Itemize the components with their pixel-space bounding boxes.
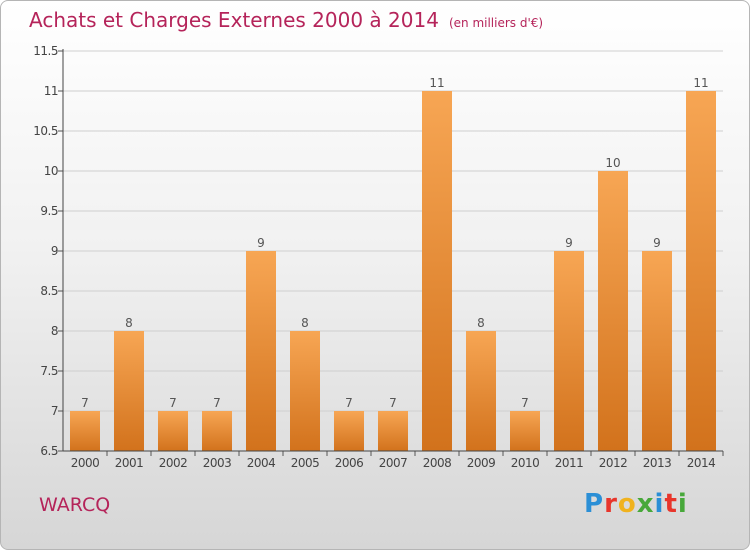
bar bbox=[114, 331, 144, 451]
x-tick-label: 2005 bbox=[291, 456, 320, 470]
bar bbox=[158, 411, 188, 451]
logo-letter: i bbox=[677, 489, 688, 519]
y-tick-label: 10.5 bbox=[33, 124, 58, 138]
logo-letter: o bbox=[617, 489, 637, 519]
bar bbox=[334, 411, 364, 451]
data-label: 8 bbox=[477, 316, 485, 330]
data-labels: 7 8 7 7 9 8 7 7 11 8 7 9 10 9 11 bbox=[81, 76, 708, 410]
data-label: 9 bbox=[653, 236, 661, 250]
y-tick-label: 11 bbox=[44, 84, 58, 98]
x-tick-label: 2000 bbox=[71, 456, 100, 470]
bar bbox=[598, 171, 628, 451]
x-tick-label: 2014 bbox=[687, 456, 716, 470]
data-label: 7 bbox=[81, 396, 89, 410]
x-tick-label: 2006 bbox=[335, 456, 364, 470]
data-label: 7 bbox=[169, 396, 177, 410]
bar bbox=[202, 411, 232, 451]
bar bbox=[686, 91, 716, 451]
chart-title: Achats et Charges Externes 2000 à 2014 (e… bbox=[29, 8, 543, 32]
y-tick-labels: 6.5 7 7.5 8 8.5 9 9.5 10 10.5 11 11.5 bbox=[33, 44, 58, 458]
data-label: 7 bbox=[345, 396, 353, 410]
bar bbox=[290, 331, 320, 451]
x-tick-label: 2003 bbox=[203, 456, 232, 470]
x-tick-label: 2001 bbox=[115, 456, 144, 470]
bar bbox=[70, 411, 100, 451]
bar bbox=[466, 331, 496, 451]
bar bbox=[246, 251, 276, 451]
data-label: 7 bbox=[389, 396, 397, 410]
x-tick-label: 2007 bbox=[379, 456, 408, 470]
y-tick-label: 9 bbox=[51, 244, 58, 258]
x-tick-label: 2012 bbox=[599, 456, 628, 470]
data-label: 8 bbox=[301, 316, 309, 330]
y-tick-label: 9.5 bbox=[40, 204, 58, 218]
y-tick-label: 11.5 bbox=[33, 44, 58, 58]
x-tick-label: 2013 bbox=[643, 456, 672, 470]
chart-subtitle: (en milliers d'€) bbox=[448, 16, 544, 30]
data-label: 10 bbox=[605, 156, 620, 170]
x-tick-label: 2002 bbox=[159, 456, 188, 470]
bars bbox=[70, 91, 716, 451]
x-tick-label: 2009 bbox=[467, 456, 496, 470]
logo-letter: x bbox=[636, 489, 655, 519]
x-tick-label: 2008 bbox=[423, 456, 452, 470]
data-label: 9 bbox=[257, 236, 265, 250]
y-tick-label: 6.5 bbox=[40, 444, 58, 458]
x-tick-label: 2011 bbox=[555, 456, 584, 470]
y-tick-label: 7.5 bbox=[40, 364, 58, 378]
data-label: 11 bbox=[693, 76, 708, 90]
logo-letter: P bbox=[584, 489, 605, 519]
title-text: Achats et Charges Externes 2000 à 2014 bbox=[29, 8, 439, 32]
data-label: 9 bbox=[565, 236, 573, 250]
logo-letter: t bbox=[664, 489, 678, 519]
data-label: 7 bbox=[521, 396, 529, 410]
axes bbox=[58, 49, 724, 456]
y-tick-label: 7 bbox=[51, 404, 58, 418]
logo-letter: i bbox=[654, 489, 665, 519]
bar bbox=[422, 91, 452, 451]
x-tick-labels: 2000 2001 2002 2003 2004 2005 2006 2007 2008 2009… bbox=[71, 456, 716, 470]
data-label: 7 bbox=[213, 396, 221, 410]
x-tick-label: 2010 bbox=[511, 456, 540, 470]
x-tick-label: 2004 bbox=[247, 456, 276, 470]
bar bbox=[642, 251, 672, 451]
place-name: WARCQ bbox=[39, 494, 111, 516]
data-label: 11 bbox=[429, 76, 444, 90]
proxiti-logo: Proxiti bbox=[584, 489, 688, 519]
bar bbox=[554, 251, 584, 451]
y-tick-label: 8.5 bbox=[40, 284, 58, 298]
y-tick-label: 8 bbox=[51, 324, 58, 338]
logo-letter: r bbox=[604, 489, 618, 519]
bar bbox=[378, 411, 408, 451]
bar bbox=[510, 411, 540, 451]
y-tick-label: 10 bbox=[44, 164, 58, 178]
data-label: 8 bbox=[125, 316, 133, 330]
